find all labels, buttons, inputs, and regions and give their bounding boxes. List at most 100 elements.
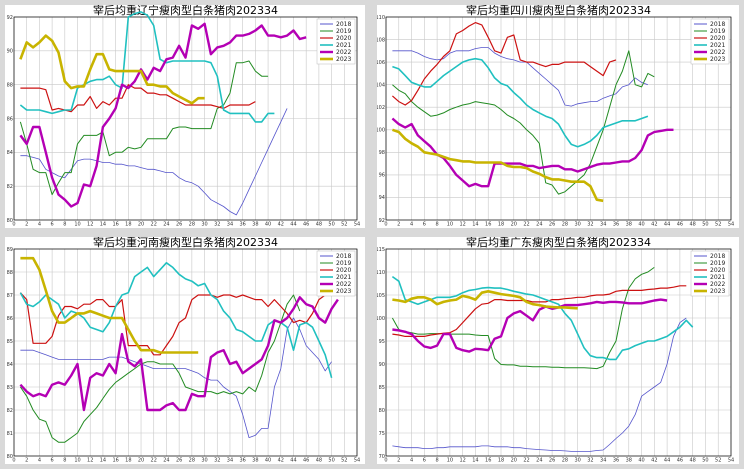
legend-label-2020: 2020 [710, 267, 725, 274]
x-tick-label: 8 [63, 458, 66, 464]
x-tick-label: 48 [689, 222, 695, 228]
series-line-2018 [20, 108, 288, 216]
series-line-2019 [19, 60, 269, 196]
x-tick-label: 52 [715, 458, 721, 464]
y-tick-label: 115 [377, 247, 385, 253]
y-tick-label: 90 [379, 362, 385, 368]
x-tick-label: 10 [447, 458, 453, 464]
x-tick-label: 28 [562, 222, 568, 228]
y-tick-label: 86 [7, 116, 13, 122]
x-tick-label: 0 [384, 458, 387, 464]
series-line-2023 [20, 256, 199, 354]
x-tick-label: 32 [214, 458, 220, 464]
chart-title: 宰后均重河南瘦肉型白条猪肉202334 [93, 237, 278, 249]
series-line-2023 [19, 34, 205, 105]
x-tick-label: 4 [38, 222, 41, 228]
x-tick-label: 14 [472, 458, 478, 464]
legend-label-2018: 2018 [336, 21, 351, 28]
y-tick-label: 96 [379, 173, 385, 179]
x-tick-label: 54 [728, 458, 734, 464]
x-tick-label: 16 [485, 222, 491, 228]
x-tick-label: 6 [423, 222, 426, 228]
x-tick-label: 38 [626, 222, 632, 228]
x-tick-label: 28 [189, 222, 195, 228]
x-tick-label: 24 [163, 458, 169, 464]
x-tick-label: 26 [176, 222, 182, 228]
legend-label-2022: 2022 [710, 49, 725, 56]
series-line-2021 [391, 275, 694, 361]
x-tick-label: 54 [728, 222, 734, 228]
x-tick-label: 22 [523, 222, 529, 228]
x-tick-label: 10 [74, 458, 80, 464]
x-tick-label: 22 [523, 458, 529, 464]
x-tick-label: 38 [252, 458, 258, 464]
legend-label-2018: 2018 [710, 21, 725, 28]
legend-label-2021: 2021 [710, 274, 725, 281]
x-tick-label: 38 [252, 222, 258, 228]
x-tick-label: 30 [201, 458, 207, 464]
y-tick-label: 94 [379, 195, 385, 201]
x-tick-label: 42 [651, 222, 657, 228]
x-tick-label: 44 [290, 222, 296, 228]
y-tick-label: 83 [7, 385, 13, 391]
x-tick-label: 24 [536, 222, 542, 228]
series-line-2019 [392, 50, 655, 195]
series-line-2020 [20, 84, 256, 113]
x-tick-label: 46 [677, 222, 683, 228]
y-tick-label: 95 [379, 339, 385, 345]
series-line-2018 [392, 317, 687, 452]
x-tick-label: 4 [410, 222, 413, 228]
y-tick-label: 110 [377, 15, 385, 21]
y-tick-label: 82 [7, 184, 13, 190]
y-tick-label: 90 [7, 49, 13, 55]
legend-label-2020: 2020 [336, 267, 351, 274]
series-line-2021 [392, 57, 649, 148]
plot-frame [13, 16, 358, 221]
y-tick-label: 81 [7, 431, 13, 437]
chart-title: 宰后均重四川瘦肉型白条猪肉202334 [466, 5, 651, 17]
x-tick-label: 18 [125, 458, 131, 464]
series-line-2019 [391, 266, 655, 370]
y-tick-label: 88 [7, 270, 13, 276]
x-tick-label: 50 [702, 222, 708, 228]
legend-label-2018: 2018 [336, 253, 351, 260]
x-tick-label: 34 [227, 458, 233, 464]
x-tick-label: 34 [600, 458, 606, 464]
x-tick-label: 20 [511, 222, 517, 228]
x-tick-label: 32 [214, 222, 220, 228]
x-tick-label: 36 [613, 222, 619, 228]
x-tick-label: 42 [278, 222, 284, 228]
legend-label-2023: 2023 [710, 56, 725, 63]
x-tick-label: 28 [189, 458, 195, 464]
y-tick-label: 86 [7, 316, 13, 322]
x-tick-label: 0 [12, 458, 15, 464]
y-tick-label: 92 [7, 15, 13, 21]
chart-panel-henan: 宰后均重河南瘦肉型白条猪肉202334 0 2 4 6 8 10 12 14 16 18 20 22 24… [5, 237, 365, 464]
legend-label-2020: 2020 [336, 35, 351, 42]
x-tick-label: 46 [303, 222, 309, 228]
legend-label-2019: 2019 [710, 260, 725, 267]
y-tick-label: 110 [377, 270, 385, 276]
series-line-2020 [19, 292, 326, 356]
y-tick-label: 100 [377, 316, 385, 322]
x-tick-label: 4 [410, 458, 413, 464]
y-tick-label: 70 [379, 454, 385, 460]
x-tick-label: 50 [328, 458, 334, 464]
x-tick-label: 20 [138, 458, 144, 464]
x-tick-label: 48 [316, 458, 322, 464]
x-tick-label: 34 [600, 222, 606, 228]
series-line-2018 [392, 47, 649, 107]
x-tick-label: 18 [125, 222, 131, 228]
series-line-2023 [392, 289, 578, 310]
plot-frame [13, 248, 358, 457]
x-tick-label: 10 [447, 222, 453, 228]
series-line-2020 [392, 22, 617, 106]
legend-label-2022: 2022 [336, 49, 351, 56]
series-line-2019 [19, 294, 301, 443]
x-tick-label: 38 [626, 458, 632, 464]
y-tick-label: 98 [379, 150, 385, 156]
x-tick-label: 12 [459, 458, 465, 464]
